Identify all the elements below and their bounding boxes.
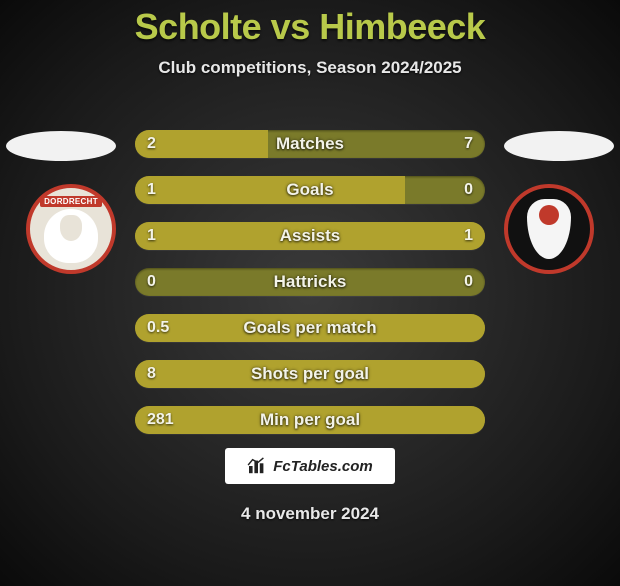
stat-right-fill xyxy=(310,222,485,250)
stat-left-value: 0 xyxy=(147,268,156,296)
subtitle: Club competitions, Season 2024/2025 xyxy=(0,58,620,78)
stat-left-fill xyxy=(135,222,310,250)
team-badge-right xyxy=(504,184,594,274)
sheep-icon xyxy=(44,209,98,263)
stat-row: 27Matches xyxy=(135,130,485,158)
pedestal-ellipse-right xyxy=(504,131,614,161)
bar-chart-icon xyxy=(247,457,269,475)
stat-row: 8Shots per goal xyxy=(135,360,485,388)
page-title: Scholte vs Himbeeck xyxy=(0,6,620,48)
stat-left-fill xyxy=(135,360,485,388)
team-badge-left: DORDRECHT xyxy=(26,184,116,274)
stat-right-value: 7 xyxy=(464,130,473,158)
watermark: FcTables.com xyxy=(225,448,395,484)
mascot-icon xyxy=(527,199,571,259)
footer-date: 4 november 2024 xyxy=(0,504,620,524)
stat-left-fill xyxy=(135,130,268,158)
team-badge-left-banner: DORDRECHT xyxy=(40,196,102,207)
stat-label: Hattricks xyxy=(135,268,485,296)
stat-left-fill xyxy=(135,406,485,434)
stat-row: 281Min per goal xyxy=(135,406,485,434)
stat-row: 11Assists xyxy=(135,222,485,250)
stat-left-fill xyxy=(135,314,485,342)
comparison-bars: 27Matches10Goals11Assists00Hattricks0.5G… xyxy=(135,130,485,452)
stat-row: 0.5Goals per match xyxy=(135,314,485,342)
stat-right-value: 0 xyxy=(464,176,473,204)
stat-right-value: 0 xyxy=(464,268,473,296)
watermark-text: FcTables.com xyxy=(273,458,372,475)
stat-left-fill xyxy=(135,176,405,204)
pedestal-ellipse-left xyxy=(6,131,116,161)
stat-row: 0 0Hattricks xyxy=(135,268,485,296)
stat-row: 10Goals xyxy=(135,176,485,204)
